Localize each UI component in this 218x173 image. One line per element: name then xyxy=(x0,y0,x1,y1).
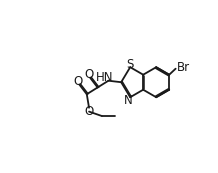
Text: O: O xyxy=(74,75,83,88)
Text: O: O xyxy=(85,68,94,81)
Text: O: O xyxy=(84,105,94,118)
Text: S: S xyxy=(126,58,133,71)
Text: Br: Br xyxy=(177,61,190,74)
Text: HN: HN xyxy=(96,71,113,84)
Text: N: N xyxy=(124,94,133,107)
